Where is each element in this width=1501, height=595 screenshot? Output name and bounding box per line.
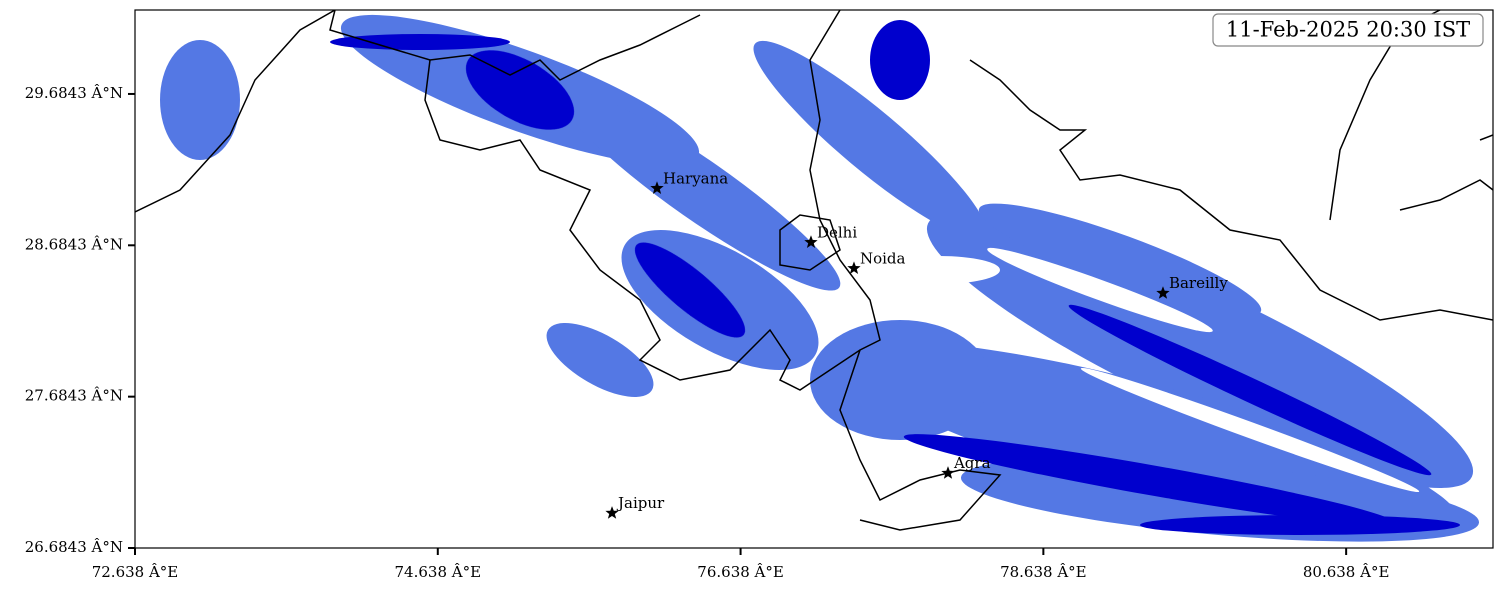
city-marker — [605, 506, 619, 519]
y-tick-label: 26.6843 Â°N — [25, 538, 123, 556]
city-label: Haryana — [663, 169, 728, 187]
city-marker — [1156, 286, 1170, 299]
timestamp-box: 11-Feb-2025 20:30 IST — [1212, 13, 1484, 47]
plot-frame — [134, 9, 1494, 549]
city-marker — [941, 466, 955, 479]
precipitation-field — [135, 10, 1493, 542]
x-tick-label: 80.638 Â°E — [1303, 563, 1390, 581]
y-tick-label: 28.6843 Â°N — [25, 235, 123, 253]
timestamp: 11-Feb-2025 20:30 IST — [1226, 18, 1470, 42]
timestamp-frame — [1212, 13, 1484, 47]
y-tick-label: 27.6843 Â°N — [25, 387, 123, 405]
y-tick-label: 29.6843 Â°N — [25, 84, 123, 102]
city-label: Bareilly — [1169, 274, 1228, 292]
city-label: Delhi — [817, 223, 857, 241]
x-tick-label: 74.638 Â°E — [395, 563, 482, 581]
x-tick-label: 76.638 Â°E — [697, 563, 784, 581]
city-label: Jaipur — [616, 494, 665, 512]
city-label: Noida — [860, 249, 906, 267]
city-marker — [804, 235, 818, 248]
x-tick-label: 78.638 Â°E — [1000, 563, 1087, 581]
x-tick-label: 72.638 Â°E — [92, 563, 179, 581]
city-marker — [650, 181, 664, 194]
city-marker — [847, 261, 861, 274]
city-label: Agra — [953, 454, 991, 472]
axes: 72.638 Â°E 74.638 Â°E 76.638 Â°E 78.638 Â°E… — [25, 84, 1390, 581]
